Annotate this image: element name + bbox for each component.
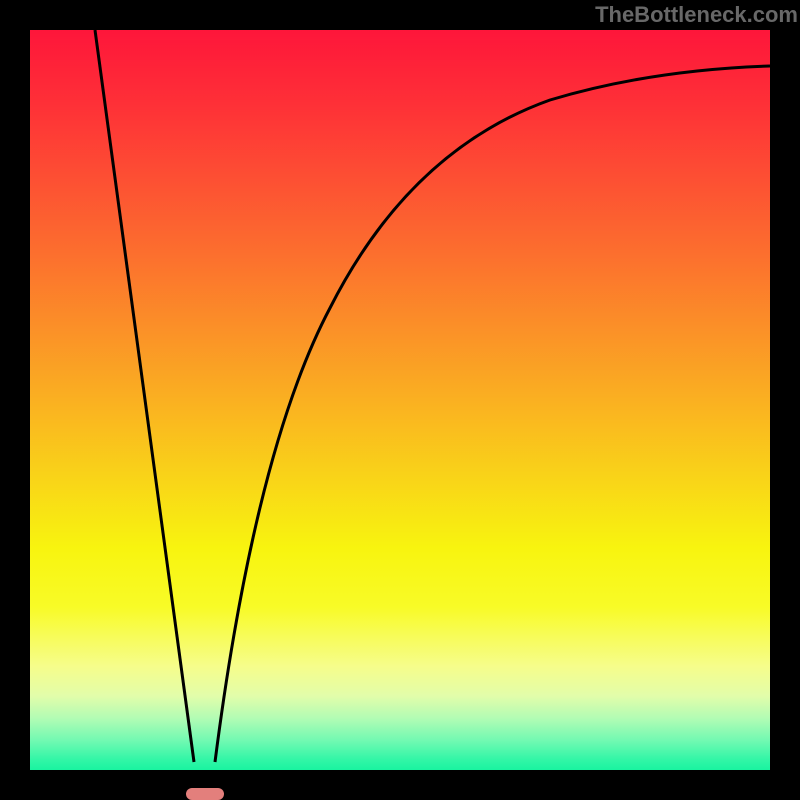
watermark-text: TheBottleneck.com xyxy=(595,2,798,28)
right-asymptote-curve xyxy=(215,66,770,762)
chart-container: TheBottleneck.com xyxy=(0,0,800,800)
minimum-marker xyxy=(186,788,224,800)
left-v-line xyxy=(95,30,194,762)
curves-layer xyxy=(30,30,770,770)
plot-area xyxy=(30,30,770,770)
